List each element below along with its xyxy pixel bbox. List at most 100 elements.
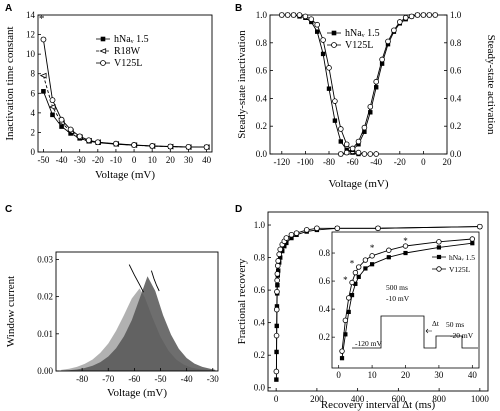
x-tick-label: 40 <box>202 155 212 165</box>
data-point <box>334 225 341 232</box>
legend-marker <box>100 60 106 66</box>
inset-data-point <box>362 257 369 263</box>
y-tick-label: 2 <box>31 127 36 137</box>
y2-tick-label: 1.0 <box>450 10 462 20</box>
inset-data-point <box>349 292 355 298</box>
data-point <box>408 13 415 20</box>
y-tick-label: 0.8 <box>256 38 268 48</box>
data-point <box>385 38 391 45</box>
data-point <box>320 51 326 57</box>
data-point <box>293 230 300 236</box>
data-point <box>40 36 47 43</box>
legend-label: V125L <box>345 40 373 51</box>
inset-x-tick-label: 10 <box>368 370 378 380</box>
data-point <box>41 89 46 94</box>
data-point <box>275 258 281 264</box>
y-tick-label: 4 <box>31 108 36 118</box>
inset-data-point <box>339 356 345 361</box>
inset-x-tick-label: 0 <box>336 370 341 380</box>
significance-star: * <box>39 13 45 25</box>
inset-data-point <box>386 255 391 260</box>
inset-data-point <box>346 309 351 315</box>
data-point <box>68 131 73 136</box>
data-point <box>402 14 409 21</box>
data-point <box>362 129 367 134</box>
panel-label-b: B <box>235 3 242 14</box>
inset-data-point <box>352 269 359 276</box>
data-point <box>432 12 439 18</box>
inset-data-point <box>469 236 476 242</box>
data-point <box>414 12 421 18</box>
data-point <box>278 12 285 18</box>
y-axis-label: Window current <box>5 276 17 347</box>
x-tick-label: 800 <box>432 394 446 404</box>
y-tick-label: 0.4 <box>256 93 268 103</box>
inset-data-point <box>369 253 375 259</box>
x-tick-label: 10 <box>148 155 158 165</box>
data-point <box>379 56 385 63</box>
inset-data-point <box>436 239 442 245</box>
significance-star: * <box>403 236 408 246</box>
y-tick-label: 0.0 <box>254 383 266 393</box>
y-tick-label: 0.4 <box>254 318 266 328</box>
data-point <box>274 271 281 277</box>
peak-trace <box>150 270 160 292</box>
series-line <box>42 91 207 148</box>
y-tick-label: 0.01 <box>37 329 53 339</box>
data-point <box>274 262 281 269</box>
panel-label-c: C <box>5 204 12 215</box>
y2-tick-label: 0.2 <box>450 121 461 131</box>
y2-axis-label: Steady-state activation <box>485 35 497 135</box>
y-tick-label: 0.6 <box>254 285 266 295</box>
x-tick-label: 200 <box>310 394 324 404</box>
data-point <box>367 103 374 110</box>
y-tick-label: 8 <box>31 69 36 79</box>
data-point <box>373 78 380 85</box>
data-point <box>85 137 92 144</box>
legend-marker <box>331 30 337 36</box>
x-axis-label: Voltage (mV) <box>95 169 155 181</box>
data-point <box>375 225 381 232</box>
inset-data-point <box>470 241 475 246</box>
y-tick-label: 1.0 <box>254 220 266 230</box>
panel-a-frame <box>37 14 213 153</box>
inset-data-point <box>353 281 358 286</box>
legend-label: V125L <box>114 58 142 69</box>
data-point <box>367 151 374 157</box>
x-tick-label: -120 <box>274 157 291 167</box>
y-tick-label: 0 <box>31 147 36 157</box>
data-point <box>314 21 321 28</box>
protocol-label: 500 ms <box>386 283 408 292</box>
data-point <box>326 86 332 91</box>
y-axis-label: Steady-state inactivation <box>236 30 248 139</box>
data-point <box>368 110 373 115</box>
x-tick-label: -80 <box>323 157 335 167</box>
inset-data-point <box>349 279 355 286</box>
y2-tick-label: 0.4 <box>450 93 462 103</box>
panel-label-a: A <box>5 3 12 14</box>
data-point <box>94 139 101 146</box>
legend-marker <box>436 266 442 272</box>
x-tick-label: 0 <box>421 157 426 167</box>
legend-marker <box>436 254 442 260</box>
data-point <box>361 151 368 157</box>
inset-x-tick-label: 40 <box>468 370 478 380</box>
inset-y-tick-label: 0.2 <box>319 332 330 342</box>
series-line <box>42 75 207 148</box>
data-point <box>332 118 338 123</box>
x-tick-label: 20 <box>166 155 176 165</box>
data-point <box>290 12 297 18</box>
y-axis-label: Inactivation time constant <box>4 26 16 140</box>
x-tick-label: 0 <box>132 155 137 165</box>
delta-t-marker <box>425 328 432 334</box>
inset-data-point <box>346 295 352 301</box>
data-point <box>284 12 291 18</box>
protocol-label: -10 mV <box>386 294 410 303</box>
data-point <box>343 149 350 156</box>
protocol-label: -120 mV <box>355 339 382 348</box>
data-point <box>477 223 483 230</box>
inset-data-point <box>356 264 362 270</box>
x-tick-label: 400 <box>351 394 365 404</box>
data-point <box>296 12 303 18</box>
